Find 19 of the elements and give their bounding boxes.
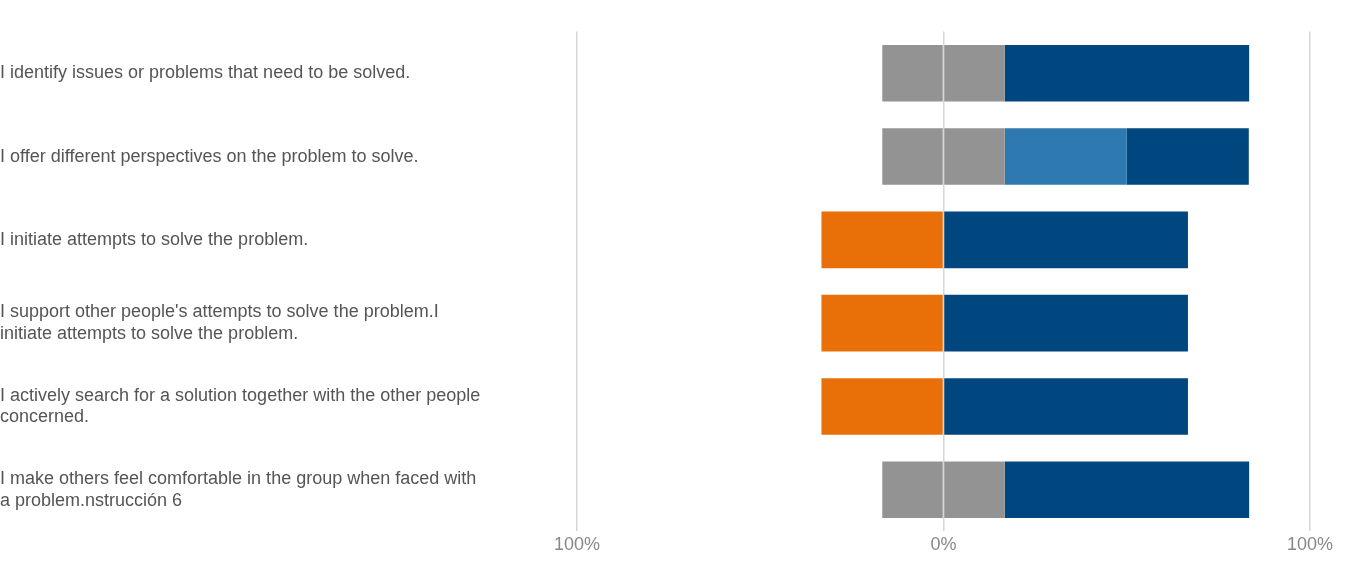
x-tick-label: 100% (553, 534, 601, 555)
bar (944, 211, 1188, 269)
y-tick-label: I initiate attempts to solve the problem. (0, 228, 309, 249)
bar (1004, 461, 1250, 519)
bar (821, 211, 943, 269)
y-tick-label: I make others feel comfortable in the group when faced with a problem.nstrucción 6 (0, 467, 477, 510)
y-tick-label: I offer different perspectives on the problem to solve. (0, 145, 419, 166)
x-tick-label: 100% (1286, 534, 1334, 555)
y-tick-label: I actively search for a solution together with the other people concerned. (0, 384, 481, 427)
y-tick-label: I support other people's attempts to solve the problem.I initiate attempts to solve the problem. (0, 301, 439, 343)
x-tick-label: 0% (930, 534, 957, 555)
bar (944, 378, 1188, 435)
bar (821, 378, 943, 435)
bar (1004, 44, 1250, 102)
y-tick-label: I identify issues or problems that need to be solved. (0, 62, 411, 83)
bar (1126, 128, 1249, 185)
bar (821, 294, 943, 352)
bar (944, 294, 1188, 352)
bar (1004, 128, 1127, 185)
